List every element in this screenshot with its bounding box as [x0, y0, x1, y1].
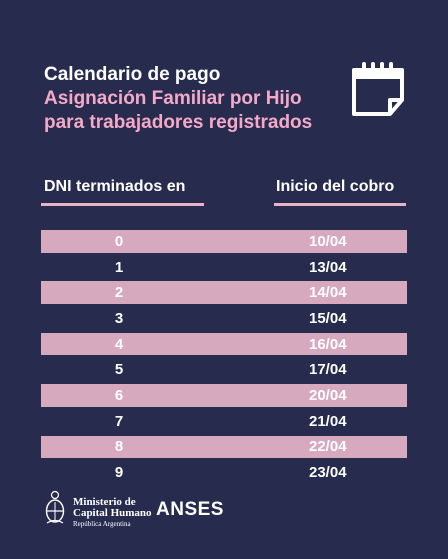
date-cell: 22/04 — [309, 438, 347, 456]
table-row: 0 10/04 — [41, 230, 407, 253]
table-row: 2 14/04 — [41, 281, 407, 305]
ministry-line-1: Ministerio de — [73, 496, 136, 508]
date-cell: 10/04 — [309, 232, 347, 250]
date-cell: 13/04 — [309, 258, 347, 276]
payment-table: 0 10/04 1 13/04 2 14/04 3 15/04 4 16/04 … — [41, 230, 407, 487]
title-line-3: para trabajadores registrados — [44, 112, 313, 133]
date-cell: 14/04 — [309, 284, 347, 302]
table-row: 1 13/04 — [41, 256, 407, 279]
ministry-line-3: República Argentina — [73, 520, 131, 528]
seal-icon — [45, 490, 65, 524]
table-row: 3 15/04 — [41, 307, 407, 330]
header-dni-underline — [41, 203, 204, 206]
dni-cell: 8 — [114, 438, 124, 456]
dni-cell: 7 — [114, 412, 124, 430]
calendar-icon — [352, 62, 404, 116]
date-cell: 16/04 — [309, 335, 347, 353]
header-dni: DNI terminados en — [44, 178, 186, 195]
table-row: 7 21/04 — [41, 410, 407, 433]
header-date-underline — [274, 203, 406, 206]
table-row: 8 22/04 — [41, 435, 407, 459]
date-cell: 23/04 — [309, 464, 347, 482]
ministry-logo: Ministerio de Capital Humano República A… — [73, 497, 152, 529]
dni-cell: 0 — [114, 232, 124, 250]
dni-cell: 1 — [114, 258, 124, 276]
title-block: Calendario de pago Asignación Familiar p… — [44, 63, 312, 135]
table-row: 5 17/04 — [41, 358, 407, 381]
table-row: 6 20/04 — [41, 384, 407, 407]
anses-logo: ANSES — [156, 499, 224, 520]
date-cell: 20/04 — [309, 386, 347, 404]
dni-cell: 6 — [114, 386, 124, 404]
dni-cell: 9 — [114, 464, 124, 482]
ministry-line-2: Capital Humano — [73, 507, 152, 519]
dni-cell: 3 — [114, 309, 124, 327]
header-date: Inicio del cobro — [276, 178, 395, 195]
dni-cell: 5 — [114, 361, 124, 379]
title-line-1: Calendario de pago — [44, 64, 221, 85]
date-cell: 21/04 — [309, 412, 347, 430]
table-row: 4 16/04 — [41, 332, 407, 356]
dni-cell: 4 — [114, 335, 124, 353]
date-cell: 15/04 — [309, 309, 347, 327]
date-cell: 17/04 — [309, 361, 347, 379]
dni-cell: 2 — [114, 284, 124, 302]
title-line-2: Asignación Familiar por Hijo — [44, 88, 302, 109]
table-row: 9 23/04 — [41, 461, 407, 484]
